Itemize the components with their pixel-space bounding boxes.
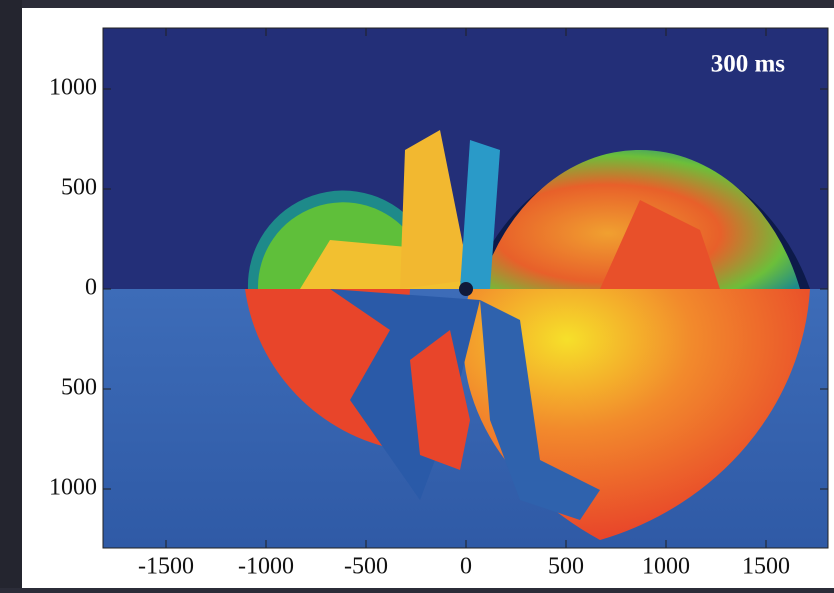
annotation: 300 ms <box>711 51 786 78</box>
y-tick-label: 500 <box>61 375 97 401</box>
x-tick-label: -1000 <box>238 554 294 580</box>
y-tick-label: 0 <box>85 275 97 301</box>
x-tick-label: 1500 <box>742 554 790 580</box>
side-bar <box>0 0 22 588</box>
simulation-image <box>103 28 828 548</box>
x-tick-label: -1500 <box>138 554 194 580</box>
slide: 300 ms -1500 -1000 -500 0 500 1000 1500 1000 500… <box>0 0 834 588</box>
x-tick-label: -500 <box>344 554 388 580</box>
x-tick-label: 500 <box>548 554 584 580</box>
x-tick-label: 0 <box>460 554 472 580</box>
y-tick-label: 1000 <box>49 475 97 501</box>
y-tick-label: 1000 <box>49 75 97 101</box>
y-tick-label: 500 <box>61 175 97 201</box>
x-tick-label: 1000 <box>642 554 690 580</box>
